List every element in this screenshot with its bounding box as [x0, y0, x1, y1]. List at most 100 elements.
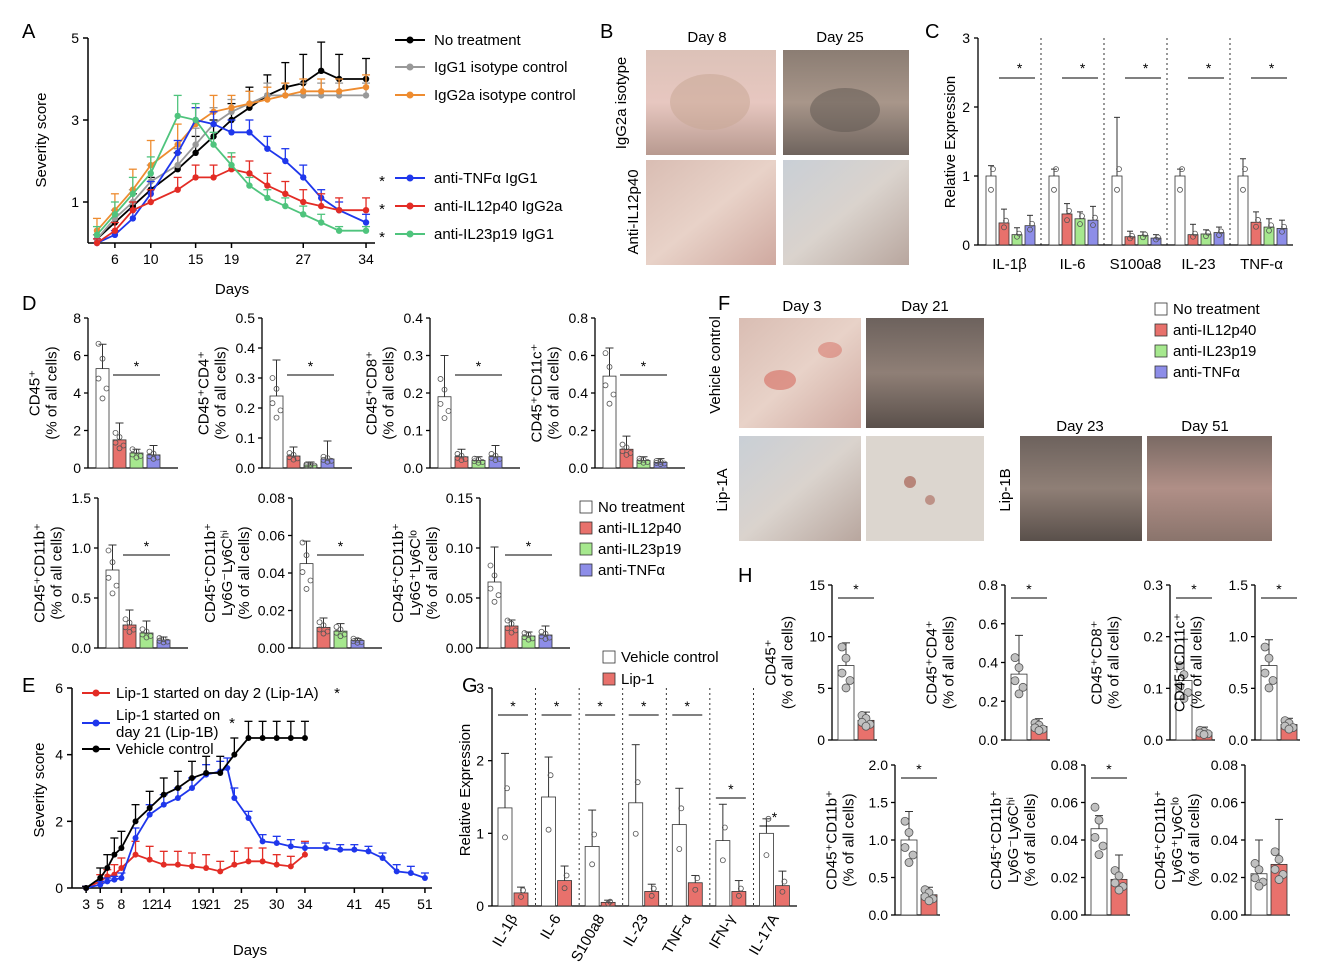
bar — [1174, 175, 1186, 246]
x-tick-label: 45 — [375, 896, 391, 912]
panel-label-g: G — [462, 675, 478, 697]
bar — [1187, 234, 1199, 246]
sample-dot — [765, 815, 772, 822]
significance-star: * — [1106, 761, 1112, 777]
legend-star: * — [229, 715, 235, 732]
sample-dot — [504, 785, 510, 792]
y-axis-title: Ly6G⁺Ly6Cˡᵒ — [407, 530, 424, 616]
data-point — [228, 129, 235, 136]
data-point — [246, 129, 253, 136]
y-axis-title: (% of all cells) — [1022, 793, 1039, 886]
y-axis-title: (% of all cells) — [1186, 793, 1203, 886]
lesion-mark — [904, 476, 916, 488]
subplot-d-6: 0.00 0.02 0.04 0.06 0.08 * CD45⁺CD11b⁺ Ly6G⁻Ly6… — [202, 490, 382, 656]
sample-dot — [1177, 186, 1183, 193]
sample-dot — [1281, 223, 1287, 230]
y-tick-label: 6 — [55, 680, 63, 696]
sample-dot — [137, 453, 144, 459]
lesion-mark — [925, 495, 935, 505]
data-point — [264, 194, 271, 202]
data-point — [245, 735, 252, 741]
sample-dot — [1179, 166, 1185, 173]
data-point — [192, 141, 199, 148]
photo-f-vehicle-day21 — [866, 318, 984, 428]
y-tick-label: 0 — [73, 460, 81, 476]
significance-star: * — [1191, 581, 1197, 597]
legend-marker — [406, 36, 414, 44]
sample-dot — [719, 857, 726, 864]
data-point — [174, 861, 181, 868]
data-point — [146, 805, 153, 811]
significance-star: * — [641, 698, 647, 714]
data-point — [323, 845, 330, 851]
y-tick-label: 0.2 — [979, 693, 999, 709]
panel-label-e: E — [22, 675, 35, 697]
significance-star: * — [134, 358, 140, 374]
data-point — [174, 161, 181, 169]
sample-dot — [694, 875, 701, 881]
y-axis-title: (% of all cells) — [44, 346, 61, 439]
y-axis-title: CD45⁺CD4⁺ — [196, 351, 213, 435]
sample-dot — [605, 900, 612, 907]
data-point — [245, 815, 252, 821]
sample-dot — [779, 888, 786, 895]
sample-dot — [269, 375, 276, 381]
panel-label-b: B — [600, 21, 613, 43]
sample-dot — [1218, 228, 1224, 235]
subplot-d-7: 0.00 0.05 0.10 0.15 * CD45⁺CD11b⁺ Ly6G⁺Ly6Cˡᵒ(… — [390, 490, 570, 656]
y-tick-label: 0.4 — [236, 340, 256, 356]
y-tick-label: 0 — [817, 732, 825, 748]
sample-dot — [139, 631, 146, 638]
photo-f-row3-label: Lip-1B — [997, 468, 1014, 511]
bar — [584, 846, 600, 907]
sample-dot — [1242, 166, 1248, 173]
sample-dot — [160, 639, 167, 646]
series-vehicle-control — [82, 720, 309, 891]
data-point — [287, 735, 294, 741]
photo-f-lip1b-day51 — [1147, 436, 1272, 541]
photo-f-col4-label: Day 51 — [1181, 418, 1229, 435]
group-label: IFN-γ — [706, 911, 739, 952]
data-point — [147, 170, 154, 177]
y-tick-label: 0 — [55, 880, 63, 896]
y-axis-title: (% of all cells) — [236, 526, 253, 619]
significance-star: * — [853, 581, 859, 597]
legend-swatch — [579, 521, 593, 535]
sample-dot — [1010, 653, 1020, 663]
sample-dot — [1014, 689, 1024, 699]
bar — [557, 880, 572, 907]
legend-label: Vehicle control — [621, 649, 719, 666]
sample-dot — [619, 448, 626, 455]
sample-dot — [156, 637, 163, 644]
y-tick-label: 4 — [55, 747, 63, 763]
legend-panel-c: No treatment anti-IL12p40 anti-IL23p19 anti… — [1154, 301, 1261, 381]
bar — [541, 796, 556, 907]
data-point — [192, 149, 199, 156]
y-tick-label: 15 — [809, 577, 825, 593]
sample-dot — [95, 375, 102, 382]
data-point — [118, 875, 125, 881]
subplot-d-4: 0.0 0.2 0.4 0.6 0.8 * CD45⁺CD11c⁺ (% of all cel… — [529, 310, 685, 476]
sample-dot — [657, 461, 664, 467]
group-label: IL-23 — [1181, 256, 1215, 273]
sample-dot — [1114, 186, 1120, 193]
photo-f-col2-label: Day 21 — [901, 298, 949, 315]
y-tick-label: 1.5 — [72, 490, 92, 506]
data-point — [97, 881, 104, 888]
x-tick-label: 14 — [156, 896, 172, 912]
sample-dot — [545, 826, 552, 833]
sample-dot — [1129, 232, 1135, 239]
sample-dot — [1094, 815, 1104, 825]
sample-dot — [1034, 726, 1044, 735]
data-point — [111, 851, 118, 858]
data-point — [203, 865, 210, 871]
y-tick-label: 0.15 — [446, 490, 473, 506]
data-point — [160, 791, 167, 798]
legend-label: Vehicle control — [116, 741, 214, 758]
data-point — [273, 735, 280, 741]
photo-b-row1-label: IgG2a isotype — [613, 57, 630, 150]
data-point — [104, 878, 111, 885]
data-point — [192, 174, 199, 181]
